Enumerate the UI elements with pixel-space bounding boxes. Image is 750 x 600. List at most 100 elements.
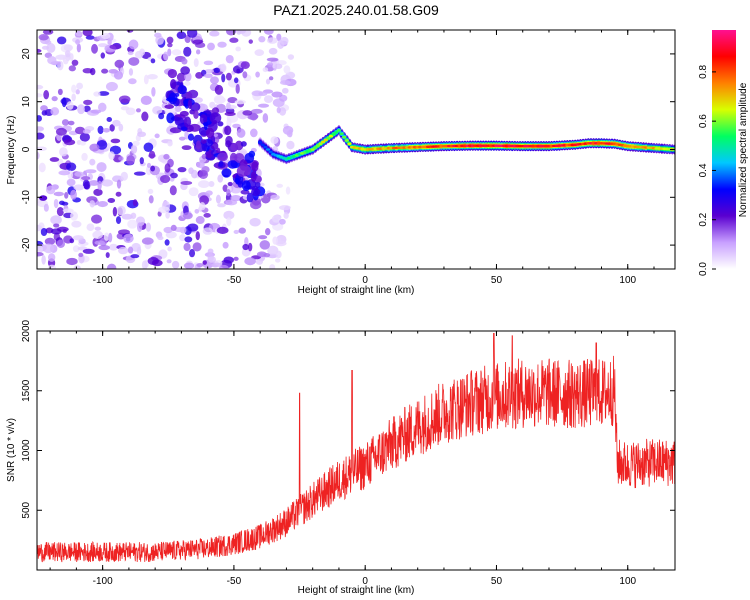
spectrogram-cell	[267, 62, 274, 67]
spectrogram-cell	[118, 246, 129, 255]
spectrogram-cell	[183, 46, 192, 57]
snr-y-axis: 500 1000 1500 2000	[21, 319, 675, 519]
spectrogram-cell	[164, 239, 170, 246]
spectrogram-cell	[209, 76, 219, 84]
spectrogram-cell	[38, 34, 49, 41]
spectrogram-cell	[57, 88, 63, 96]
spectrogram-cell	[181, 58, 188, 65]
spectrogram-cell	[37, 93, 43, 98]
spectrogram-cell	[89, 143, 100, 152]
spectrogram-cell	[146, 162, 152, 168]
spectrogram-cell	[166, 259, 172, 264]
ridge-cell	[318, 142, 323, 146]
x-tick-label: -50	[227, 275, 242, 286]
spectrogram-cell	[258, 235, 268, 240]
spectrogram-cell	[89, 200, 95, 208]
spectrogram-cell	[229, 37, 239, 43]
spectrogram-cell	[258, 91, 268, 96]
spectrogram-cell	[96, 162, 107, 172]
spectrogram-cell	[128, 57, 140, 66]
spectrogram-cell	[171, 49, 182, 56]
spectrogram-cell	[202, 260, 207, 265]
y-tick-label: 1000	[21, 439, 32, 462]
spectrogram-cell	[154, 32, 162, 38]
ridge-cell	[315, 144, 321, 147]
spectrogram-cell	[74, 126, 86, 135]
spectrogram-cell	[53, 223, 60, 228]
spectrogram-cell	[215, 194, 221, 204]
spectrogram-cell	[169, 185, 177, 196]
spectrogram-cell	[275, 250, 282, 259]
spectrogram-cell	[94, 226, 102, 231]
colorbar-label: Normalized spectral amplitude	[738, 82, 749, 217]
spectrogram-cell	[151, 259, 163, 267]
spectrogram-cell	[112, 119, 121, 127]
spectrogram-cell	[56, 239, 66, 248]
spectrogram-cell	[237, 30, 246, 34]
spectrogram-cell	[179, 234, 186, 242]
ridge-cell	[257, 141, 263, 144]
spectrogram-cell	[97, 201, 109, 208]
spectrogram-cell	[219, 264, 229, 269]
spectrogram-cell	[81, 176, 91, 181]
spectrogram-cell	[193, 109, 199, 119]
spectrogram-cell	[262, 67, 269, 73]
spectrogram-cell	[139, 157, 144, 165]
spectrogram-cell	[255, 258, 263, 265]
spectrogram-cell	[71, 59, 79, 66]
spectrogram-cell	[254, 49, 265, 56]
spectrogram-cell	[70, 189, 77, 200]
spectrogram-cell	[37, 152, 40, 160]
spectrogram-cell	[218, 160, 224, 167]
spectrogram-cell	[56, 226, 69, 232]
spectrogram-cell	[180, 66, 190, 75]
x-tick-label: -100	[93, 275, 113, 286]
spectrogram-cell	[208, 181, 215, 188]
spectrogram-cell	[203, 60, 214, 66]
spectrogram-cell	[136, 246, 142, 256]
spectrogram-cell	[59, 147, 68, 157]
spectrogram-cell	[280, 36, 289, 45]
spectrogram-cell	[199, 114, 208, 125]
spectrogram-cell	[196, 262, 204, 268]
spectrogram-cell	[177, 166, 187, 173]
spectrogram-cell	[165, 211, 170, 219]
spectrogram-cell	[47, 264, 57, 269]
spectrogram-cell	[274, 258, 281, 263]
spectrogram-cell	[249, 112, 258, 121]
spectrogram-cell	[116, 205, 126, 216]
spectrogram-cell	[155, 35, 164, 45]
spectrogram-cell	[188, 187, 199, 197]
spectrogram-cell	[163, 153, 170, 160]
spectrogram-cell	[61, 119, 69, 126]
spectrogram-cell	[91, 43, 98, 54]
ridge-cell	[310, 148, 315, 151]
spectrogram-cell	[263, 30, 274, 35]
spectrogram-cell	[266, 37, 278, 44]
spectrogram-cell	[192, 242, 202, 252]
spectrogram-cell	[118, 123, 124, 132]
spectrogram-cell	[203, 213, 211, 218]
spectrogram-cell	[268, 76, 274, 81]
spectrogram-cell	[257, 103, 270, 108]
spectrogram-cell	[97, 91, 110, 96]
ridge-cell	[323, 138, 329, 142]
spectrogram-x-label: Height of straight line (km)	[298, 285, 415, 296]
spectrogram-cell	[90, 109, 102, 114]
spectrogram-cell	[247, 242, 253, 252]
spectrogram-cell	[42, 30, 54, 35]
spectrogram-cell	[181, 145, 192, 151]
spectrogram-cell	[225, 54, 234, 64]
spectrogram-cell	[217, 121, 224, 127]
spectrogram-cell	[195, 140, 202, 150]
spectrogram-cell	[110, 138, 121, 144]
spectrogram-cell	[180, 180, 193, 185]
spectrogram-cell	[287, 54, 295, 60]
spectrogram-cell	[283, 65, 291, 74]
spectrogram-cell	[195, 49, 201, 55]
spectrogram-cell	[187, 133, 195, 141]
spectrogram-cell	[98, 43, 108, 48]
spectrogram-x-axis: -100 -50 0 50 100	[49, 30, 655, 286]
spectrogram-cell	[62, 55, 69, 65]
spectrogram-cell	[188, 167, 194, 175]
